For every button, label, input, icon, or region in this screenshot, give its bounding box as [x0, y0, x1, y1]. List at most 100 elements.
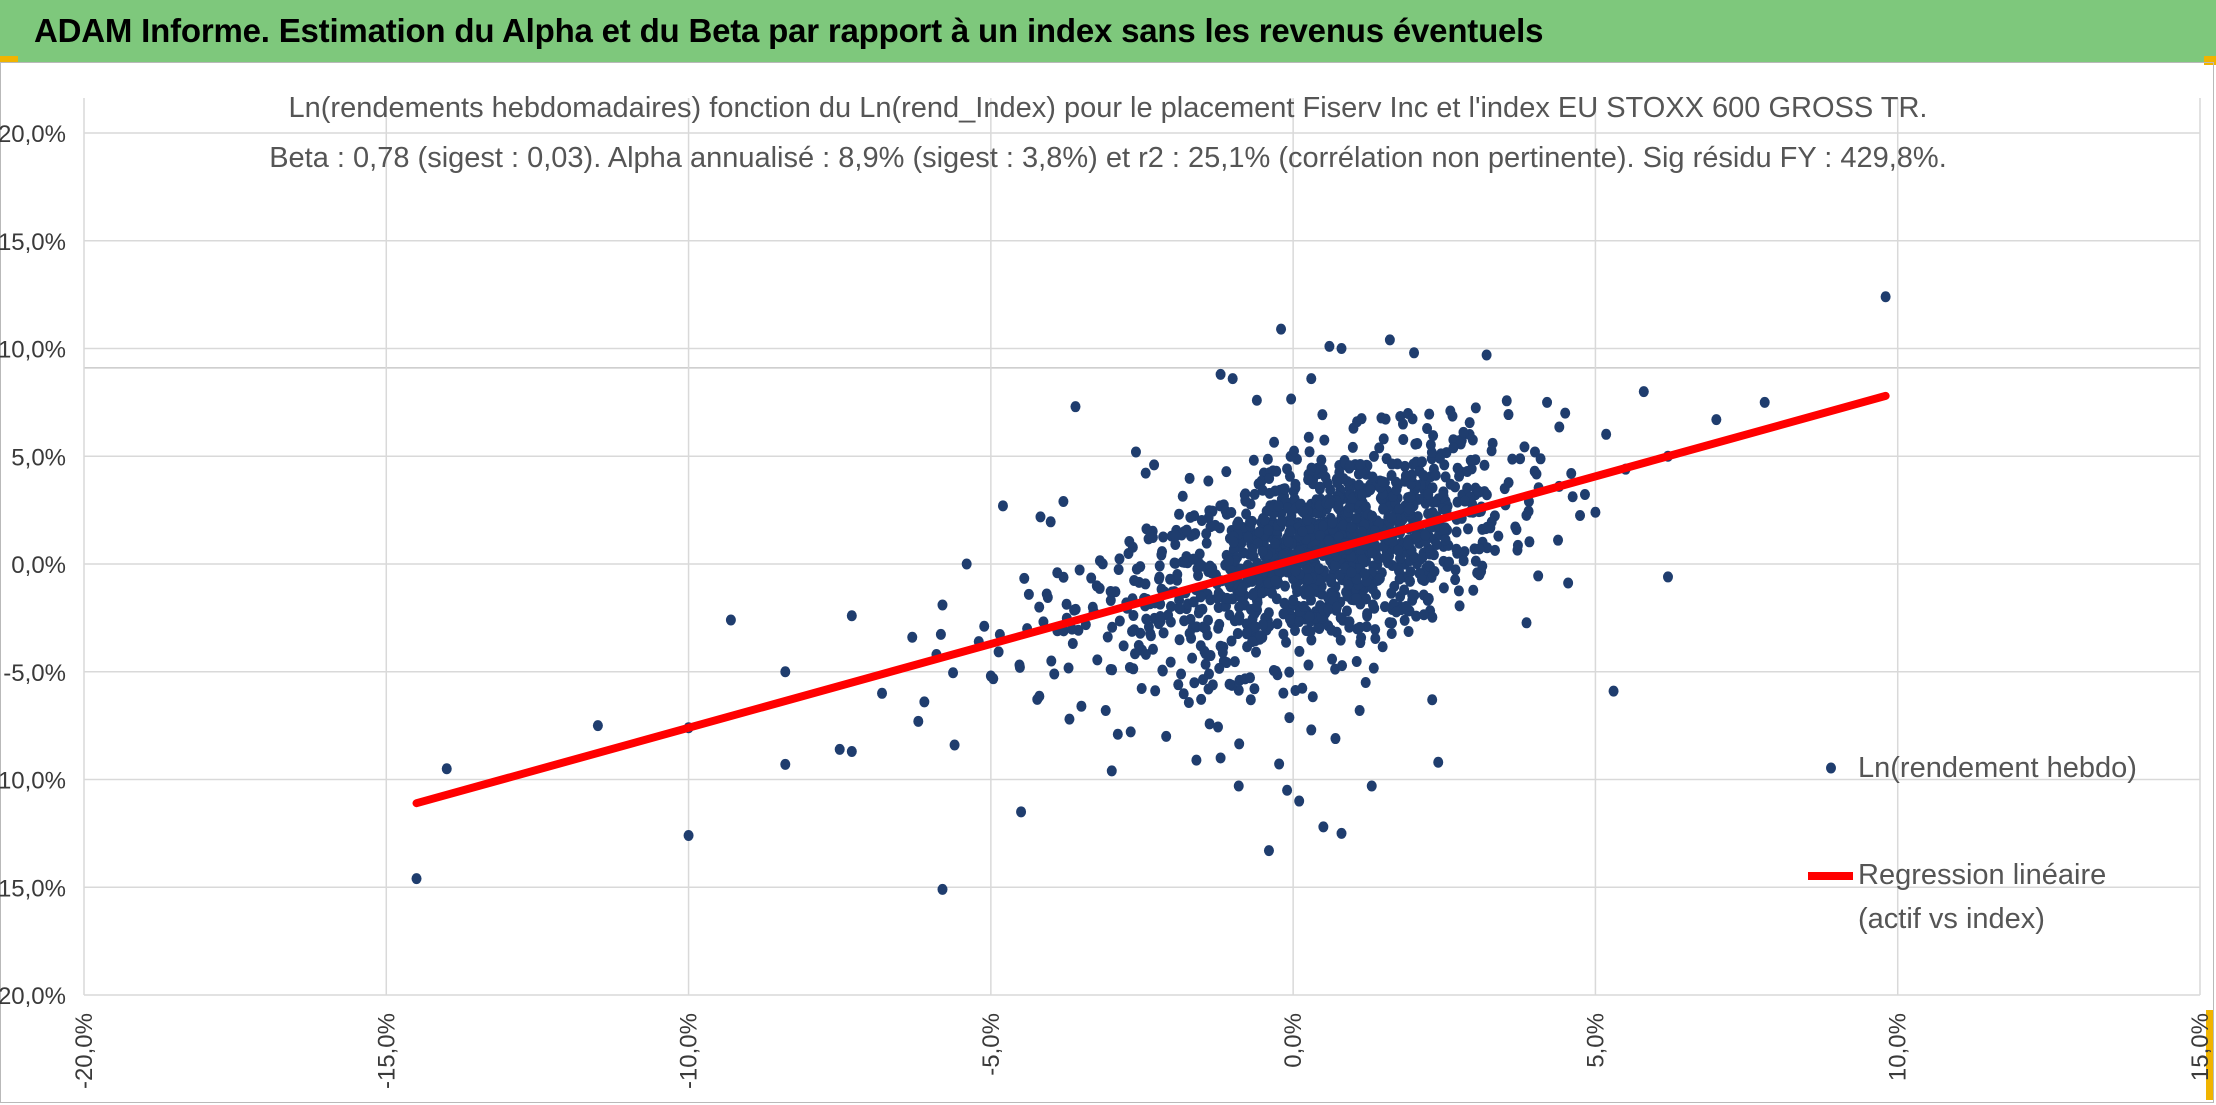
data-point [1368, 450, 1379, 462]
data-point [1100, 705, 1111, 717]
data-point [1422, 423, 1433, 435]
data-point [1042, 591, 1053, 603]
data-point [1165, 656, 1176, 668]
y-tick-label: 0,0% [11, 552, 66, 579]
data-point [1170, 557, 1181, 569]
data-point [1270, 537, 1281, 549]
data-point [1330, 733, 1341, 745]
data-point [1438, 582, 1449, 594]
data-point [1334, 466, 1345, 478]
data-point [1320, 471, 1331, 483]
data-point [780, 758, 791, 770]
data-point [1601, 428, 1612, 440]
data-point [1477, 560, 1488, 572]
data-point [1215, 752, 1226, 764]
data-point [1086, 572, 1097, 584]
data-point [1034, 690, 1045, 702]
data-point [1386, 627, 1397, 639]
data-point [1344, 460, 1355, 472]
data-point [1158, 531, 1169, 543]
data-point [1155, 611, 1166, 623]
data-point [1145, 627, 1156, 639]
data-point [1149, 459, 1160, 471]
data-point [1327, 516, 1338, 528]
data-point [1444, 556, 1455, 568]
data-point [1187, 652, 1198, 664]
data-point [1234, 614, 1245, 626]
data-point [1439, 523, 1450, 535]
data-point [1247, 636, 1258, 648]
data-point [1429, 566, 1440, 578]
data-point [1263, 524, 1274, 536]
data-point [1102, 631, 1113, 643]
data-point [1049, 668, 1060, 680]
data-point [1440, 534, 1451, 546]
data-point [1178, 688, 1189, 700]
data-point [1367, 510, 1378, 522]
data-point [1427, 694, 1438, 706]
data-point [979, 620, 990, 632]
data-point [1535, 453, 1546, 465]
data-point [1409, 347, 1420, 359]
y-tick-label: 5,0% [11, 444, 66, 471]
data-point [1386, 512, 1397, 524]
data-point [1179, 615, 1190, 627]
data-point [1341, 605, 1352, 617]
x-tick-label: -20,0% [71, 1013, 98, 1089]
data-point [1394, 503, 1405, 515]
x-tick-label: -5,0% [978, 1013, 1005, 1076]
data-point [1474, 543, 1485, 555]
data-point [1263, 845, 1274, 857]
data-point [1045, 516, 1056, 528]
data-point [1356, 526, 1367, 538]
data-point [1298, 506, 1309, 518]
data-point [1377, 641, 1388, 653]
data-point [937, 599, 948, 611]
data-point [1118, 640, 1129, 652]
data-point [1433, 756, 1444, 768]
x-tick-label: 0,0% [1280, 1013, 1307, 1068]
data-point [1387, 617, 1398, 629]
data-point [1290, 565, 1301, 577]
data-point [1423, 488, 1434, 500]
y-tick-label: 10,0% [0, 337, 66, 364]
data-point [1034, 601, 1045, 613]
data-point [1176, 668, 1187, 680]
data-point [1074, 564, 1085, 576]
data-point [1304, 446, 1315, 458]
data-point [1294, 795, 1305, 807]
data-point [1482, 542, 1493, 554]
data-point [1579, 488, 1590, 500]
data-point [1411, 610, 1422, 622]
data-point [1314, 563, 1325, 575]
data-point [1428, 549, 1439, 561]
data-point [1204, 718, 1215, 730]
data-point [1346, 521, 1357, 533]
data-point [1174, 508, 1185, 520]
data-point [1351, 656, 1362, 668]
data-point [935, 628, 946, 640]
data-point [1454, 470, 1465, 482]
data-point [1355, 637, 1366, 649]
data-point [1480, 523, 1491, 535]
x-tick-label: -15,0% [373, 1013, 400, 1089]
data-point [1228, 536, 1239, 548]
data-point [1127, 541, 1138, 553]
data-point [1314, 622, 1325, 634]
data-point [1521, 617, 1532, 629]
data-point [1279, 597, 1290, 609]
data-point [1023, 588, 1034, 600]
data-point [1063, 662, 1074, 674]
data-point [1172, 569, 1183, 581]
data-point [1136, 682, 1147, 694]
data-point [1284, 614, 1295, 626]
data-point [1417, 552, 1428, 564]
data-point [1092, 654, 1103, 666]
legend-label-regression-line2: (actif vs index) [1858, 903, 2045, 935]
data-point [1278, 687, 1289, 699]
data-point [1105, 663, 1116, 675]
data-point [1105, 586, 1116, 598]
data-point [877, 687, 888, 699]
data-point [1046, 655, 1057, 667]
